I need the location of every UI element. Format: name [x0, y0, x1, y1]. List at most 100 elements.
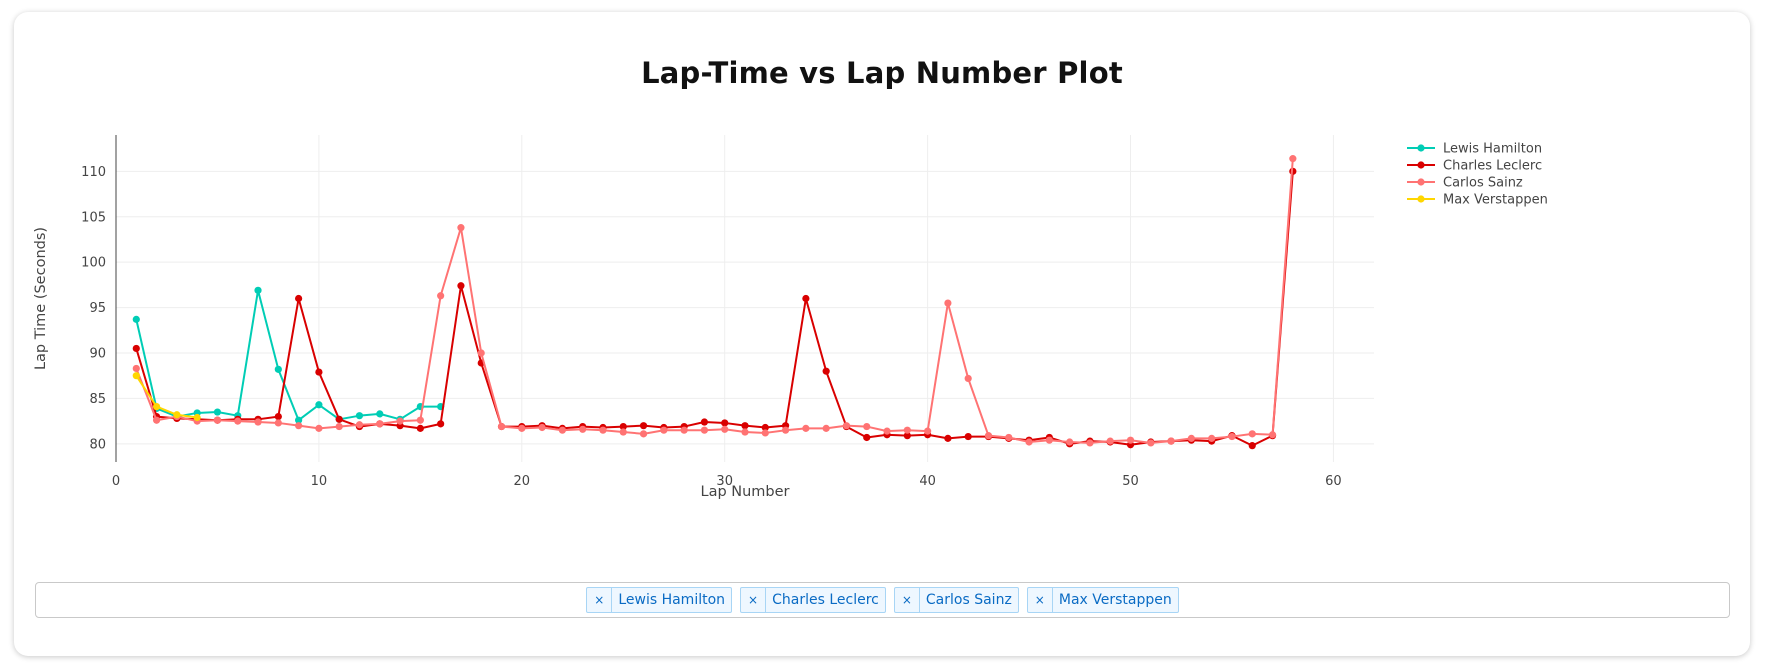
data-point[interactable] — [152, 416, 161, 424]
data-point[interactable] — [741, 422, 749, 430]
series-line[interactable] — [135, 375, 198, 419]
data-point[interactable] — [964, 374, 972, 383]
data-point[interactable] — [315, 401, 323, 409]
data-point[interactable] — [355, 412, 364, 420]
data-point[interactable] — [518, 424, 526, 432]
data-point[interactable] — [863, 433, 871, 442]
legend[interactable]: Lewis Hamilton Charles Leclerc Carlos Sain… — [1407, 142, 1548, 208]
data-point[interactable] — [1187, 434, 1195, 442]
data-point[interactable] — [416, 416, 424, 424]
data-point[interactable] — [721, 419, 729, 427]
legend-item[interactable]: Carlos Sainz — [1407, 176, 1523, 191]
remove-chip-icon[interactable]: × — [741, 588, 767, 612]
data-point[interactable] — [680, 426, 688, 434]
data-point[interactable] — [1268, 431, 1277, 439]
driver-filter[interactable]: × Lewis Hamilton × Charles Leclerc × Carlos S… — [35, 582, 1730, 618]
data-point[interactable] — [761, 429, 769, 437]
data-point[interactable] — [1066, 438, 1074, 446]
data-point[interactable] — [254, 418, 262, 426]
data-point[interactable] — [132, 364, 140, 373]
data-point[interactable] — [619, 422, 627, 431]
data-point[interactable] — [538, 423, 546, 432]
data-point[interactable] — [396, 417, 404, 425]
data-point[interactable] — [213, 416, 222, 424]
series-charles-leclerc[interactable] — [132, 167, 1297, 450]
legend-item[interactable]: Charles Leclerc — [1407, 159, 1542, 174]
series-line[interactable] — [135, 289, 441, 422]
data-point[interactable] — [457, 224, 465, 232]
filter-chip[interactable]: × Max Verstappen — [1026, 587, 1179, 613]
data-point[interactable] — [822, 367, 830, 375]
data-point[interactable] — [457, 282, 465, 290]
data-point[interactable] — [295, 416, 303, 424]
data-point[interactable] — [152, 402, 161, 411]
filter-chip[interactable]: × Carlos Sainz — [893, 587, 1019, 613]
data-point[interactable] — [376, 410, 384, 418]
data-point[interactable] — [173, 411, 181, 419]
data-point[interactable] — [822, 424, 830, 432]
data-point[interactable] — [254, 286, 262, 294]
data-point[interactable] — [721, 425, 729, 433]
remove-chip-icon[interactable]: × — [587, 588, 613, 612]
data-point[interactable] — [619, 428, 627, 436]
data-point[interactable] — [315, 424, 323, 432]
data-point[interactable] — [497, 422, 506, 431]
filter-chip[interactable]: × Charles Leclerc — [740, 587, 886, 613]
data-point[interactable] — [903, 426, 911, 434]
data-point[interactable] — [558, 426, 566, 434]
data-point[interactable] — [477, 349, 485, 357]
data-point[interactable] — [802, 294, 810, 303]
data-point[interactable] — [1248, 430, 1256, 438]
data-point[interactable] — [1208, 434, 1216, 442]
data-point[interactable] — [761, 423, 769, 432]
legend-item[interactable]: Max Verstappen — [1407, 193, 1548, 208]
data-point[interactable] — [1289, 155, 1297, 163]
data-point[interactable] — [639, 430, 648, 438]
data-point[interactable] — [132, 344, 140, 353]
series-carlos-sainz[interactable] — [132, 155, 1297, 447]
data-point[interactable] — [1228, 432, 1236, 441]
data-point[interactable] — [295, 422, 303, 430]
series-lines[interactable] — [132, 155, 1297, 450]
data-point[interactable] — [741, 428, 749, 436]
data-point[interactable] — [437, 292, 445, 300]
data-point[interactable] — [1248, 442, 1256, 450]
data-point[interactable] — [944, 434, 952, 442]
series-max-verstappen[interactable] — [132, 372, 201, 422]
data-point[interactable] — [335, 422, 343, 431]
series-line[interactable] — [135, 158, 1294, 444]
data-point[interactable] — [639, 422, 648, 430]
data-point[interactable] — [700, 418, 709, 426]
remove-chip-icon[interactable]: × — [1028, 588, 1053, 612]
data-point[interactable] — [274, 365, 282, 373]
data-point[interactable] — [1086, 439, 1094, 447]
data-point[interactable] — [315, 368, 323, 376]
data-point[interactable] — [355, 421, 364, 429]
data-point[interactable] — [700, 426, 709, 434]
data-point[interactable] — [376, 420, 384, 428]
legend-item[interactable]: Lewis Hamilton — [1407, 142, 1542, 157]
data-point[interactable] — [132, 372, 140, 380]
data-point[interactable] — [437, 420, 445, 428]
data-point[interactable] — [599, 426, 607, 434]
data-point[interactable] — [1005, 433, 1013, 442]
data-point[interactable] — [984, 432, 993, 440]
data-point[interactable] — [1045, 436, 1053, 444]
filter-chip[interactable]: × Lewis Hamilton — [586, 587, 733, 613]
data-point[interactable] — [1126, 436, 1135, 444]
data-point[interactable] — [274, 419, 282, 427]
data-point[interactable] — [863, 422, 871, 431]
data-point[interactable] — [842, 422, 851, 430]
data-point[interactable] — [1167, 437, 1175, 445]
lap-time-chart[interactable]: 0 10 20 30 40 50 60 80 85 90 95 100 105 110 Lap Number… — [14, 12, 1750, 572]
data-point[interactable] — [234, 417, 242, 425]
data-point[interactable] — [579, 425, 587, 433]
data-point[interactable] — [802, 424, 810, 432]
data-point[interactable] — [335, 415, 343, 423]
remove-chip-icon[interactable]: × — [895, 588, 920, 612]
data-point[interactable] — [1025, 438, 1033, 446]
data-point[interactable] — [193, 413, 201, 422]
data-point[interactable] — [274, 412, 282, 421]
data-point[interactable] — [944, 299, 952, 307]
data-point[interactable] — [416, 424, 424, 432]
